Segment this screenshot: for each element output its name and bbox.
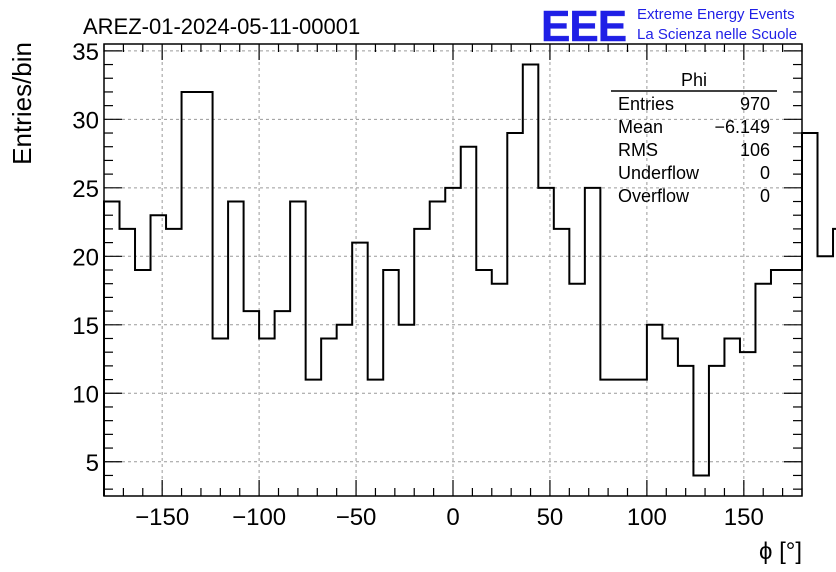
x-tick-label: 150 <box>724 504 764 531</box>
y-axis-title: Entries/bin <box>7 42 37 165</box>
grid <box>104 44 802 496</box>
stats-rows: Entries 970 Mean −6.149 RMS 106 Underflow 0 Over… <box>618 94 770 206</box>
logo-mark: EEE <box>541 2 626 51</box>
stats-box: Phi Entries 970 Mean −6.149 RMS 106 Underflow 0… <box>611 70 777 206</box>
stats-label: RMS <box>618 140 658 160</box>
x-tick-labels: −150 −100 −50 0 50 100 150 <box>135 504 764 531</box>
stats-label: Overflow <box>618 186 690 206</box>
chart-title: AREZ-01-2024-05-11-00001 <box>83 14 360 39</box>
stats-label: Entries <box>618 94 674 114</box>
y-tick-labels: 5 10 15 20 25 30 35 <box>72 39 99 477</box>
stats-value: −6.149 <box>714 117 770 137</box>
y-tick-label: 30 <box>72 107 99 134</box>
logo-line-2: La Scienza nelle Scuole <box>637 26 797 43</box>
histogram-outline <box>103 63 836 496</box>
y-tick-label: 25 <box>72 176 99 203</box>
x-tick-label: −150 <box>135 504 189 531</box>
stats-value: 0 <box>760 186 770 206</box>
plot-frame <box>103 43 803 497</box>
y-tick-label: 10 <box>72 381 99 408</box>
stats-value: 106 <box>740 140 770 160</box>
stats-label: Underflow <box>618 163 700 183</box>
stats-label: Mean <box>618 117 663 137</box>
y-tick-label: 35 <box>72 39 99 66</box>
eee-logo: EEE Extreme Energy Events La Scienza nel… <box>541 2 797 52</box>
x-tick-label: −50 <box>336 504 377 531</box>
y-tick-label: 15 <box>72 313 99 340</box>
stats-value: 0 <box>760 163 770 183</box>
x-tick-label: 0 <box>446 504 459 531</box>
x-axis-title: ϕ [°] <box>759 538 802 565</box>
axis-ticks <box>103 44 803 496</box>
stats-box-title: Phi <box>681 70 707 90</box>
logo-line-1: Extreme Energy Events <box>637 6 795 23</box>
x-tick-label: 100 <box>627 504 667 531</box>
y-tick-label: 5 <box>86 450 99 477</box>
y-tick-label: 20 <box>72 244 99 271</box>
stats-value: 970 <box>740 94 770 114</box>
x-tick-label: 50 <box>537 504 564 531</box>
x-tick-label: −100 <box>232 504 286 531</box>
